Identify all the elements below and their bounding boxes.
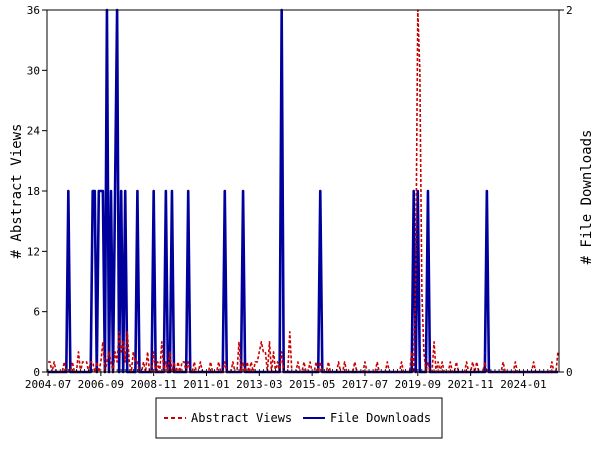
x-tick-label: 2015-05 — [289, 378, 335, 391]
x-tick-label: 2011-01 — [183, 378, 229, 391]
x-tick-label: 2006-09 — [78, 378, 124, 391]
y-left-tick-label: 30 — [27, 64, 40, 77]
legend: Abstract Views File Downloads — [155, 397, 443, 439]
y-right-axis-title: # File Downloads — [579, 130, 595, 265]
x-tick-label: 2021-11 — [447, 378, 493, 391]
x-tick-label: 2017-07 — [342, 378, 388, 391]
x-tick-label: 2008-11 — [130, 378, 176, 391]
series-layer — [48, 8, 559, 374]
y-left-tick-label: 12 — [27, 245, 40, 258]
x-tick-label: 2019-09 — [395, 378, 441, 391]
legend-label-abstract-views: Abstract Views — [191, 411, 292, 425]
legend-box — [155, 397, 443, 439]
y-left-tick-label: 18 — [27, 185, 40, 198]
y-left-tick-label: 0 — [33, 366, 40, 379]
x-tick-label: 2013-03 — [236, 378, 282, 391]
x-tick-label: 2004-07 — [25, 378, 71, 391]
legend-label-file-downloads: File Downloads — [330, 411, 431, 425]
y-right-tick-label: 0 — [566, 366, 573, 379]
x-tick-label: 2024-01 — [500, 378, 546, 391]
y-left-tick-label: 36 — [27, 4, 40, 17]
series-line-file-downloads — [48, 8, 558, 374]
y-left-axis-title: # Abstract Views — [9, 124, 25, 259]
axis-layer: 0 6 12 18 24 30 36 0 2 2004-07 2006-09 2008-11 2011-… — [25, 4, 573, 391]
series-line-abstract-views — [48, 9, 559, 373]
y-left-tick-label: 6 — [33, 306, 40, 319]
y-left-tick-label: 24 — [27, 125, 41, 138]
y-right-tick-label: 2 — [566, 4, 573, 17]
